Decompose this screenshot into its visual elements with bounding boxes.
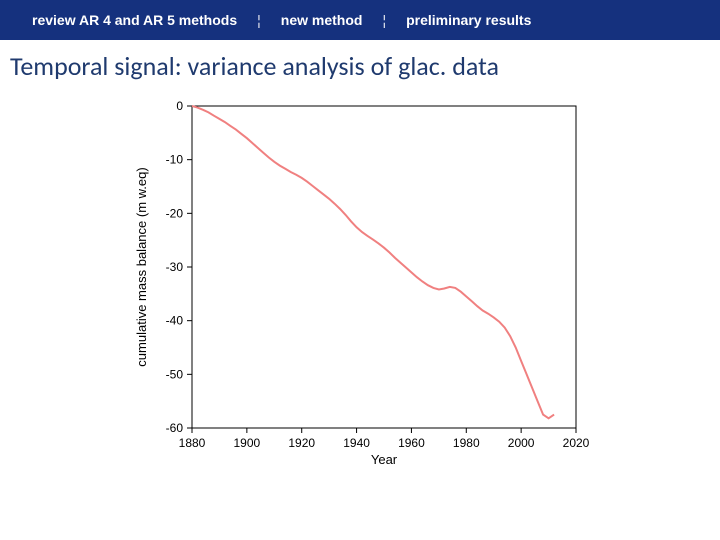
nav-item-preliminary[interactable]: preliminary results	[406, 12, 531, 28]
x-tick-label: 1900	[234, 436, 261, 450]
nav-item-new-method[interactable]: new method	[281, 12, 363, 28]
y-tick-label: -60	[166, 421, 184, 435]
y-tick-label: -30	[166, 260, 184, 274]
nav-sep: ¦	[257, 12, 261, 28]
y-axis-label: cumulative mass balance (m w.eq)	[134, 167, 149, 366]
y-tick-label: -10	[166, 153, 184, 167]
x-tick-label: 1920	[288, 436, 315, 450]
x-tick-label: 1980	[453, 436, 480, 450]
x-tick-label: 1880	[179, 436, 206, 450]
y-tick-label: 0	[176, 99, 183, 113]
y-tick-label: -20	[166, 206, 184, 220]
nav-sep: ¦	[382, 12, 386, 28]
page-title: Temporal signal: variance analysis of gl…	[0, 40, 720, 86]
x-tick-label: 1960	[398, 436, 425, 450]
nav-bar: review AR 4 and AR 5 methods ¦ new metho…	[0, 0, 720, 40]
y-tick-label: -50	[166, 367, 184, 381]
x-tick-label: 1940	[343, 436, 370, 450]
x-tick-label: 2000	[508, 436, 535, 450]
chart-container: 1880 1900 1920 1940 1960 1980 2000 2020 0 -10 -20 -…	[0, 86, 720, 472]
x-axis-label: Year	[371, 452, 398, 467]
y-tick-label: -40	[166, 314, 184, 328]
mass-balance-line	[192, 106, 554, 418]
x-tick-label: 2020	[563, 436, 590, 450]
mass-balance-chart: 1880 1900 1920 1940 1960 1980 2000 2020 0 -10 -20 -…	[130, 92, 590, 472]
plot-box	[192, 106, 576, 428]
nav-item-review[interactable]: review AR 4 and AR 5 methods	[32, 12, 237, 28]
